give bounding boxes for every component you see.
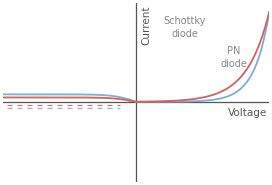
Text: Schottky
diode: Schottky diode [164, 16, 206, 39]
Text: Voltage: Voltage [228, 108, 267, 118]
Text: PN
diode: PN diode [220, 46, 247, 69]
Text: Current: Current [141, 6, 151, 45]
